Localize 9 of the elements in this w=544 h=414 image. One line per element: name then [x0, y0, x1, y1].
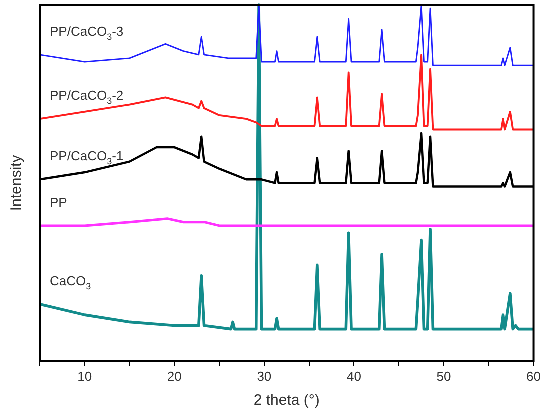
x-axis-title: 2 theta (°) [254, 392, 320, 410]
x-tick-label: 40 [346, 368, 362, 384]
x-tick-label: 20 [167, 368, 182, 384]
y-axis-title: Intensity [8, 154, 26, 212]
series-label: PP [50, 194, 68, 210]
x-tick-label: 10 [78, 368, 92, 384]
x-tick-label: 30 [257, 368, 272, 384]
x-tick-label: 50 [436, 368, 452, 384]
x-tick-label: 60 [526, 368, 542, 384]
